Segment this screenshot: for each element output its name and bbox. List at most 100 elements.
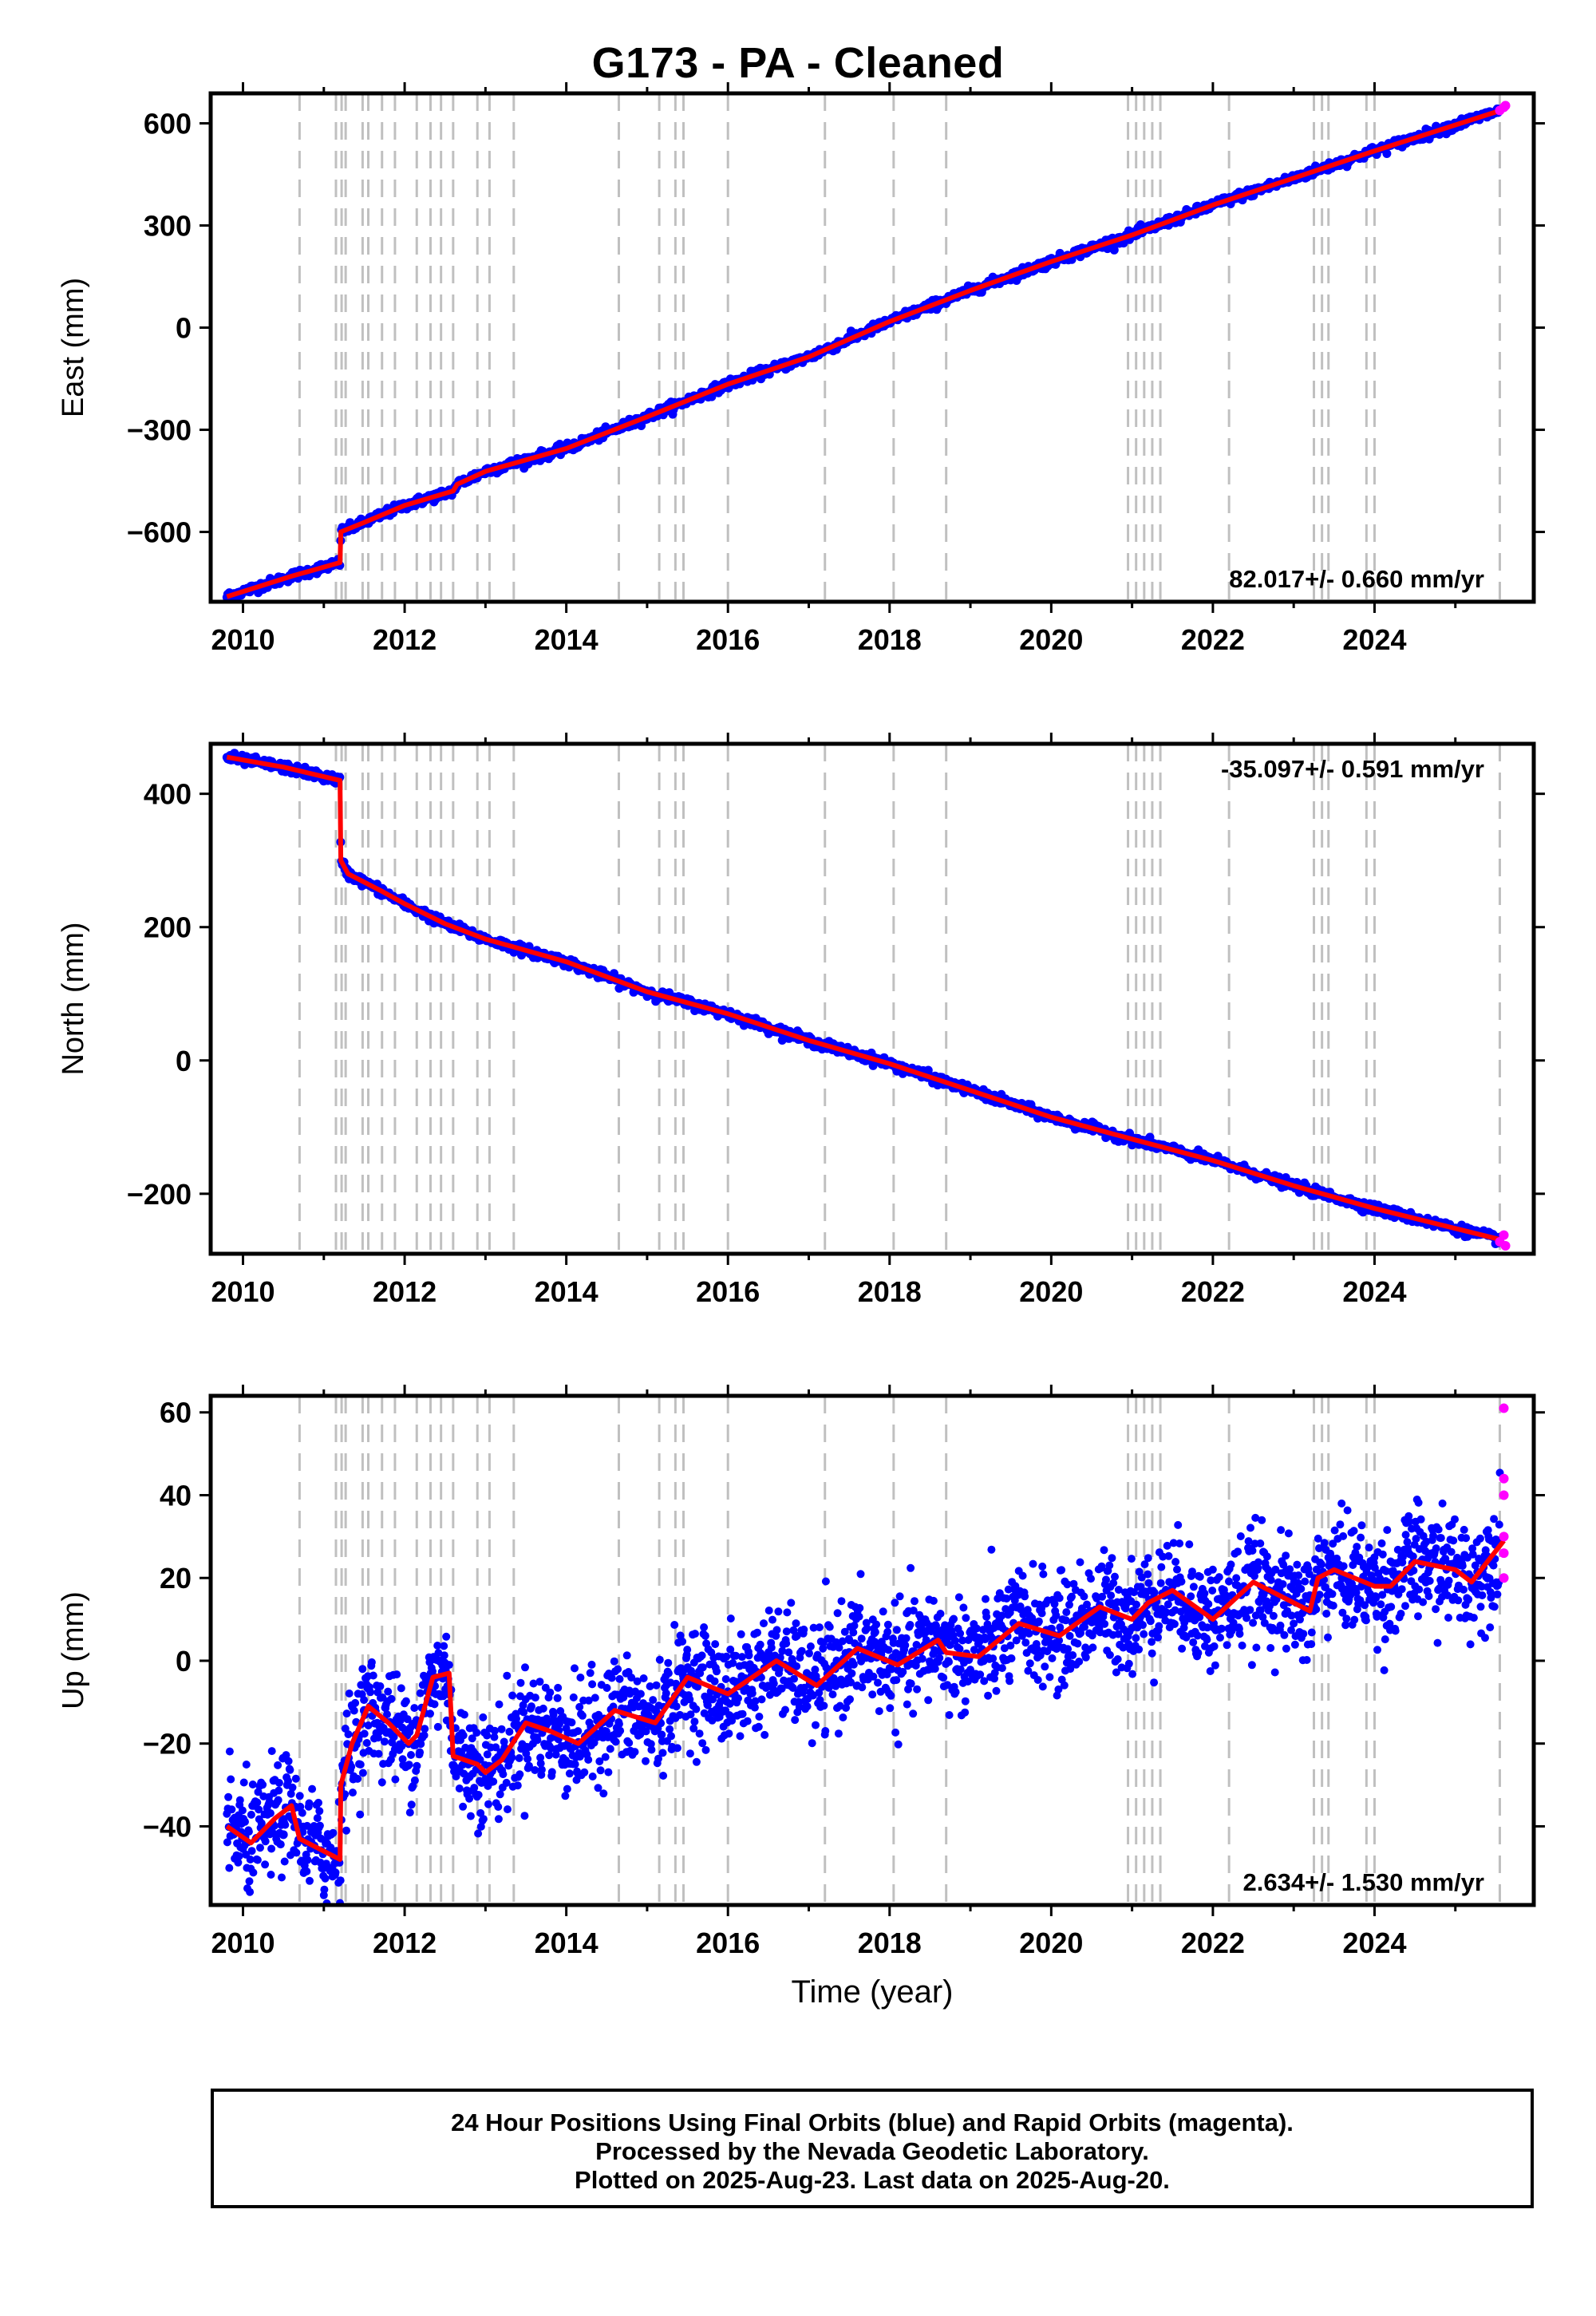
final-orbit-point xyxy=(247,1810,255,1819)
final-orbit-point xyxy=(527,1702,535,1711)
final-orbit-point xyxy=(360,1696,369,1705)
final-orbit-point xyxy=(281,1820,290,1829)
final-orbit-point xyxy=(459,1802,468,1811)
final-orbit-point xyxy=(892,1626,901,1634)
final-orbit-point xyxy=(815,1623,824,1632)
final-orbit-point xyxy=(982,1595,990,1603)
final-orbit-point xyxy=(847,1678,855,1687)
final-orbit-point xyxy=(531,1766,539,1774)
final-orbit-point xyxy=(633,1677,642,1686)
final-orbit-point xyxy=(683,1646,692,1654)
final-orbit-point xyxy=(239,1778,248,1787)
final-orbit-point xyxy=(838,1637,847,1646)
final-orbit-point xyxy=(652,1681,661,1690)
final-orbit-point xyxy=(956,1629,965,1638)
rapid-orbit-point xyxy=(1499,1230,1509,1240)
final-orbit-point xyxy=(440,1642,448,1650)
final-orbit-point xyxy=(1039,1570,1048,1579)
final-orbit-point xyxy=(672,1702,681,1711)
final-orbit-point xyxy=(871,1628,879,1636)
final-orbit-point xyxy=(685,1749,694,1758)
final-orbit-point xyxy=(607,1674,616,1682)
final-orbit-point xyxy=(429,1667,437,1676)
final-orbit-point xyxy=(433,1642,442,1650)
final-orbit-point xyxy=(797,1646,806,1655)
final-orbit-point xyxy=(1007,1654,1016,1662)
rapid-orbit-point xyxy=(1500,1240,1511,1251)
final-orbit-point xyxy=(274,1761,282,1769)
final-orbit-point xyxy=(314,1798,322,1807)
final-orbit-point xyxy=(858,1683,867,1692)
final-orbit-point xyxy=(397,1742,406,1750)
final-orbit-point xyxy=(354,1774,362,1783)
final-orbit-point xyxy=(670,1621,679,1629)
final-orbit-point xyxy=(887,1665,896,1674)
final-orbit-point xyxy=(874,1678,882,1687)
y-axis-label: East (mm) xyxy=(57,278,90,417)
final-orbit-point xyxy=(902,1634,911,1642)
final-orbit-point xyxy=(1041,1662,1049,1671)
final-orbit-point xyxy=(998,1611,1006,1620)
model-fit-line xyxy=(226,107,1505,599)
final-orbit-point xyxy=(846,1695,854,1704)
final-orbit-point xyxy=(587,1660,596,1669)
final-orbit-point xyxy=(602,1684,611,1692)
final-orbit-point xyxy=(537,1765,546,1774)
final-orbit-point xyxy=(816,1696,824,1705)
final-orbit-point xyxy=(956,1665,965,1674)
final-orbit-point xyxy=(497,1725,506,1733)
final-orbit-point xyxy=(989,1654,998,1663)
final-orbit-point xyxy=(519,1708,528,1717)
final-orbit-point xyxy=(491,1726,499,1735)
final-orbit-point xyxy=(772,1626,781,1634)
final-orbit-point xyxy=(286,1765,294,1774)
final-orbit-point xyxy=(695,1729,704,1738)
final-orbit-point xyxy=(377,1778,386,1787)
final-orbit-point xyxy=(692,1757,701,1766)
final-orbit-point xyxy=(479,1713,488,1721)
final-orbit-point xyxy=(1057,1566,1066,1575)
rapid-orbit-points xyxy=(1495,101,1511,116)
final-orbit-points xyxy=(222,104,1504,602)
final-orbit-point xyxy=(828,1690,837,1699)
final-orbit-point xyxy=(769,1679,778,1688)
model-fit-line xyxy=(226,754,1505,1243)
final-orbit-point xyxy=(622,1651,631,1660)
final-orbit-point xyxy=(606,1745,614,1753)
plot-frame xyxy=(208,91,1536,604)
final-orbit-point xyxy=(331,1868,340,1877)
final-orbit-point xyxy=(305,1799,314,1808)
velocity-annotation: 82.017+/- 0.660 mm/yr xyxy=(1229,565,1484,593)
final-orbit-point xyxy=(667,1732,675,1741)
final-orbit-point xyxy=(1028,1614,1037,1622)
final-orbit-point xyxy=(1055,1594,1064,1603)
final-orbit-point xyxy=(750,1703,759,1712)
final-orbit-point xyxy=(302,1867,311,1875)
final-orbit-point xyxy=(275,1786,283,1795)
final-orbit-point xyxy=(364,1721,373,1729)
final-orbit-point xyxy=(383,1710,391,1719)
final-orbit-point xyxy=(580,1768,589,1777)
final-orbit-point xyxy=(685,1695,694,1704)
final-orbit-point xyxy=(980,1677,989,1686)
final-orbit-point xyxy=(647,1745,656,1754)
final-orbit-point xyxy=(520,1812,529,1820)
final-orbit-point xyxy=(401,1697,410,1705)
final-orbit-point xyxy=(748,1689,757,1697)
final-orbit-point xyxy=(599,1789,608,1798)
final-orbit-point xyxy=(476,1756,484,1764)
final-orbit-point xyxy=(825,1622,834,1631)
final-orbit-point xyxy=(303,1856,312,1864)
final-orbit-point xyxy=(342,1709,351,1718)
final-orbit-point xyxy=(391,1775,400,1784)
final-orbit-point xyxy=(571,1760,579,1769)
final-orbit-point xyxy=(280,1857,289,1866)
final-orbit-point xyxy=(1029,1559,1037,1568)
final-orbit-point xyxy=(248,1780,257,1788)
final-orbit-point xyxy=(410,1704,419,1713)
final-orbit-point xyxy=(553,1694,562,1702)
final-orbit-point xyxy=(721,1675,730,1683)
final-orbit-point xyxy=(736,1732,745,1741)
final-orbit-point xyxy=(784,1648,793,1657)
final-orbit-point xyxy=(439,1692,448,1701)
